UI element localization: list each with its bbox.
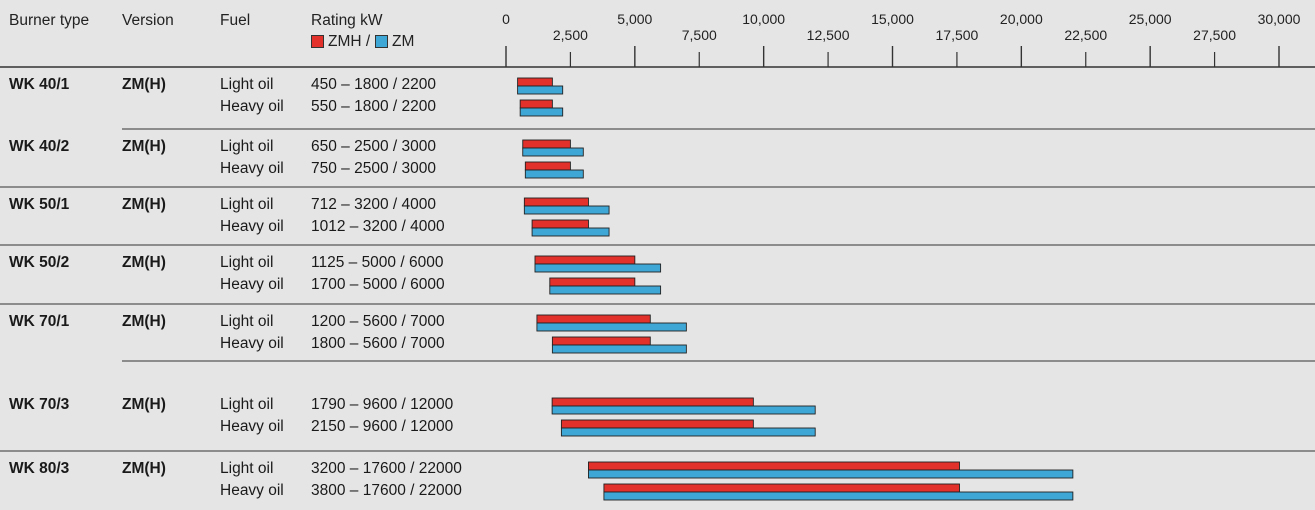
bar-zmh [517,77,553,87]
legend-swatch-zm [375,35,388,48]
major-tick-label: 20,000 [999,11,1043,27]
bar-zmh [523,197,589,207]
fuel-label: Heavy oil [220,160,284,177]
rating-label: 750 – 2500 / 3000 [311,160,436,177]
bar-zm [524,169,584,179]
major-tick-label: 0 [502,11,510,27]
bar-zmh [522,139,571,149]
fuel-label: Light oil [220,460,274,477]
rating-label: 1800 – 5600 / 7000 [311,335,445,352]
bar-zm [531,227,610,237]
minor-tick-label: 27,500 [1193,27,1236,43]
fuel-label: Light oil [220,313,274,330]
burner-type-label: WK 50/1 [9,196,70,213]
header-version: Version [122,12,174,29]
major-tick-label: 15,000 [871,11,914,27]
minor-tick-label: 7,500 [681,27,717,43]
bar-zm [522,147,584,157]
bar-zmh [603,483,960,493]
burner-type-label: WK 40/2 [9,138,70,155]
bar-zmh [536,314,651,324]
rating-label: 1012 – 3200 / 4000 [311,218,445,235]
burner-type-label: WK 80/3 [9,460,70,477]
minor-tick-label: 22,500 [1064,27,1108,43]
bar-zm [603,491,1074,501]
major-tick-label: 25,000 [1128,11,1172,27]
fuel-label: Heavy oil [220,98,284,115]
bar-zm [588,469,1074,479]
bar-zmh [531,219,589,229]
minor-tick-label: 12,500 [806,27,850,43]
rating-label: 550 – 1800 / 2200 [311,98,436,115]
burner-type-label: WK 70/1 [9,313,70,330]
fuel-label: Light oil [220,76,274,93]
minor-tick-label: 2,500 [552,27,588,43]
bar-zmh [549,277,636,287]
rating-label: 650 – 2500 / 3000 [311,138,436,155]
version-label: ZM(H) [122,396,166,413]
header-burner-type: Burner type [9,12,90,29]
legend-swatch-zmh [311,35,324,48]
fuel-label: Light oil [220,138,274,155]
burner-type-label: WK 50/2 [9,254,70,271]
bar-zm [534,263,662,273]
version-label: ZM(H) [122,138,166,155]
minor-tick-label: 17,500 [935,27,979,43]
bar-zmh [588,461,960,471]
rating-label: 1700 – 5000 / 6000 [311,276,445,293]
bar-zmh [560,419,754,429]
rating-label: 3200 – 17600 / 22000 [311,460,462,477]
fuel-label: Heavy oil [220,276,284,293]
bar-zmh [534,255,636,265]
fuel-label: Light oil [220,396,274,413]
major-tick-label: 30,000 [1257,11,1301,27]
fuel-label: Light oil [220,196,274,213]
major-tick-label: 10,000 [742,11,786,27]
burner-type-label: WK 40/1 [9,76,70,93]
header-rating: Rating kW [311,12,383,29]
rating-label: 1125 – 5000 / 6000 [311,254,444,271]
bar-zmh [524,161,571,171]
major-tick-label: 5,000 [617,11,653,27]
rating-label: 1200 – 5600 / 7000 [311,313,445,330]
rating-label: 2150 – 9600 / 12000 [311,418,454,435]
version-label: ZM(H) [122,76,166,93]
bar-zm [560,427,816,437]
fuel-label: Heavy oil [220,418,284,435]
version-label: ZM(H) [122,254,166,271]
bar-zm [551,344,687,354]
bar-zmh [551,336,651,346]
bar-zmh [519,99,553,109]
rating-label: 3800 – 17600 / 22000 [311,482,462,499]
bar-zm [536,322,687,332]
fuel-label: Heavy oil [220,218,284,235]
bar-zm [519,107,564,117]
bar-zm [549,285,662,295]
version-label: ZM(H) [122,196,166,213]
fuel-label: Heavy oil [220,335,284,352]
version-label: ZM(H) [122,460,166,477]
header-fuel: Fuel [220,12,251,29]
bar-zmh [551,397,754,407]
rating-label: 450 – 1800 / 2200 [311,76,436,93]
fuel-label: Heavy oil [220,482,284,499]
version-label: ZM(H) [122,313,166,330]
burner-type-label: WK 70/3 [9,396,70,413]
rating-label: 1790 – 9600 / 12000 [311,396,454,413]
legend-label-zm: ZM [392,33,415,50]
bar-zm [551,405,816,415]
legend-label-zmh: ZMH / [328,33,371,50]
rating-label: 712 – 3200 / 4000 [311,196,436,213]
bar-zm [523,205,610,215]
bar-zm [517,85,564,95]
fuel-label: Light oil [220,254,274,271]
